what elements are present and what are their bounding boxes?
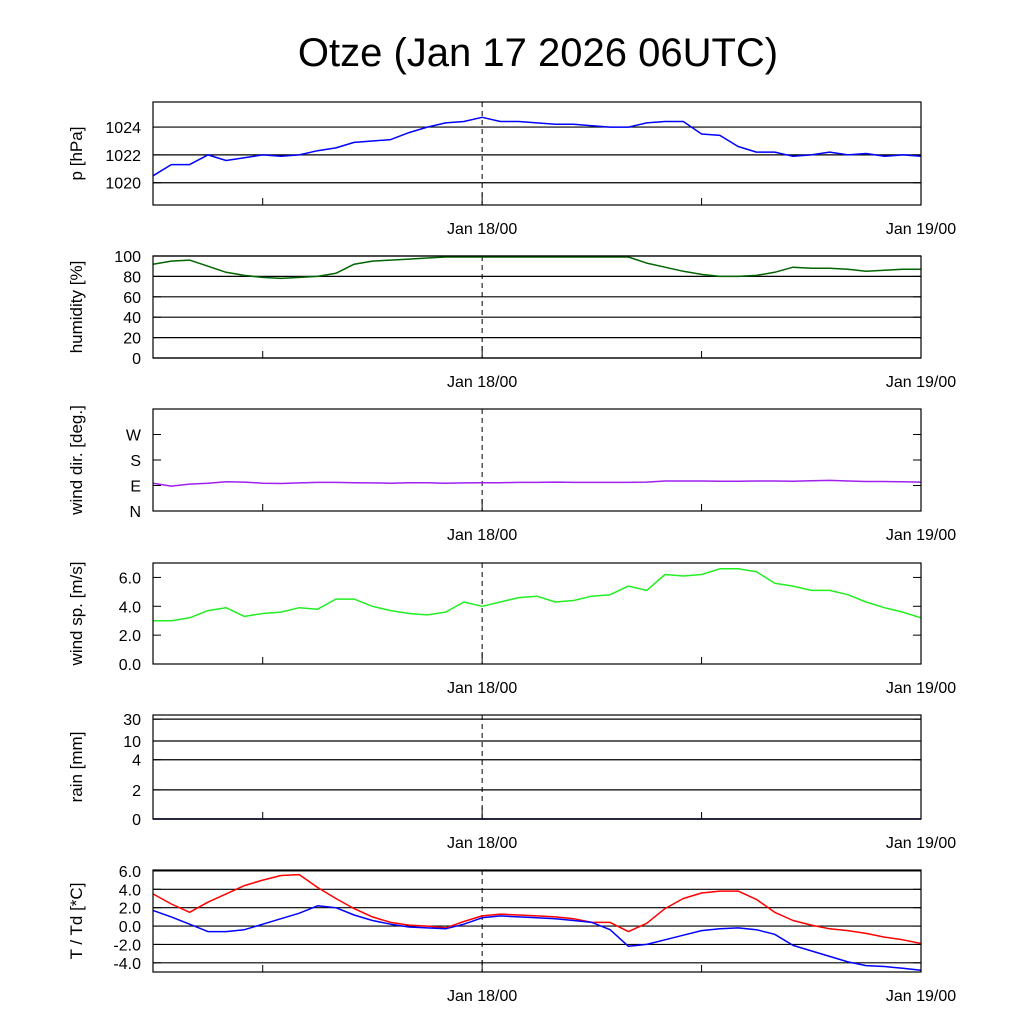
- panel-temperature: -4.0 -2.00.02.0 4.06.0 Jan 18/00 Jan 19/00 T …: [67, 864, 956, 1005]
- y-tick-label: 1024: [105, 120, 141, 137]
- y-tick-label: 40: [123, 310, 141, 327]
- y-tick-label: 80: [123, 269, 141, 286]
- y-tick-label: -2.0: [113, 937, 141, 954]
- y-tick-label: 20: [123, 331, 141, 348]
- y-tick-label: 2.0: [119, 628, 141, 645]
- y-tick-label: 1022: [105, 148, 141, 165]
- y-tick-label: 0.0: [119, 919, 141, 936]
- x-tick-label: Jan 19/00: [886, 527, 956, 544]
- panel-pressure: 1020 1022 1024 Jan 18/00 Jan 19/00 p [hPa]: [67, 101, 956, 238]
- panel-humidity: 0 20 40 60 80 100 Jan 18/00 Jan 19/00 humidity […: [67, 249, 956, 391]
- x-tick-label: Jan 18/00: [447, 988, 517, 1005]
- series-line-td: [152, 905, 922, 971]
- y-axis-label: p [hPa]: [67, 127, 86, 181]
- chart-title: Otze (Jan 17 2026 06UTC): [298, 31, 778, 75]
- x-tick-label: Jan 19/00: [886, 988, 956, 1005]
- x-tick-label: Jan 18/00: [447, 527, 517, 544]
- x-tick-label: Jan 18/00: [447, 374, 517, 391]
- y-tick-label: S: [130, 453, 141, 470]
- y-axis-label: rain [mm]: [67, 732, 86, 803]
- x-tick-label: Jan 18/00: [447, 835, 517, 852]
- y-tick-label: 0.0: [119, 657, 141, 674]
- y-tick-label: 6.0: [119, 864, 141, 881]
- y-tick-label: 30: [123, 712, 141, 729]
- plot-frame: [152, 562, 922, 665]
- x-tick-label: Jan 19/00: [886, 221, 956, 238]
- y-axis-label: wind dir. [deg.]: [67, 405, 86, 516]
- y-axis-label: humidity [%]: [67, 261, 86, 354]
- y-tick-label: 0: [132, 351, 141, 368]
- y-tick-label: N: [129, 504, 141, 521]
- y-tick-label: -4.0: [113, 956, 141, 973]
- y-tick-label: 60: [123, 290, 141, 307]
- series-line-pressure: [152, 116, 922, 177]
- y-tick-label: 4.0: [119, 599, 141, 616]
- series-line-t: [152, 873, 922, 945]
- x-tick-label: Jan 19/00: [886, 835, 956, 852]
- y-tick-label: 2: [132, 783, 141, 800]
- plot-frame: [152, 101, 922, 206]
- y-tick-label: 100: [114, 249, 141, 266]
- y-tick-label: 4.0: [119, 882, 141, 899]
- y-tick-label: 4: [132, 753, 141, 770]
- plot-frame: [152, 408, 922, 512]
- y-axis-label: wind sp. [m/s]: [67, 562, 86, 667]
- plot-frame: [152, 255, 922, 359]
- y-tick-label: W: [126, 428, 142, 445]
- y-tick-label: 10: [123, 734, 141, 751]
- plot-frame: [152, 869, 922, 973]
- y-tick-label: E: [130, 479, 141, 496]
- x-tick-label: Jan 18/00: [447, 680, 517, 697]
- plot-frame: [152, 714, 922, 820]
- y-tick-label: 6.0: [119, 570, 141, 587]
- series-line-wind-speed: [153, 568, 922, 622]
- panel-rain: 0 2 4 10 30 Jan 18/00 Jan 19/00 rain [mm]: [67, 712, 956, 852]
- y-tick-label: 0: [132, 812, 141, 829]
- series-line-humidity: [152, 256, 921, 280]
- x-tick-label: Jan 18/00: [447, 221, 517, 238]
- x-tick-label: Jan 19/00: [886, 374, 956, 391]
- x-tick-label: Jan 19/00: [886, 680, 956, 697]
- series-line-wind-direction: [152, 479, 922, 487]
- panel-wind_speed: 0.0 2.0 4.0 6.0 Jan 18/00 Jan 19/00 wind sp. […: [67, 562, 956, 697]
- y-tick-label: 2.0: [119, 901, 141, 918]
- y-tick-label: 1020: [105, 176, 141, 193]
- y-axis-label: T / Td [*C]: [67, 883, 86, 960]
